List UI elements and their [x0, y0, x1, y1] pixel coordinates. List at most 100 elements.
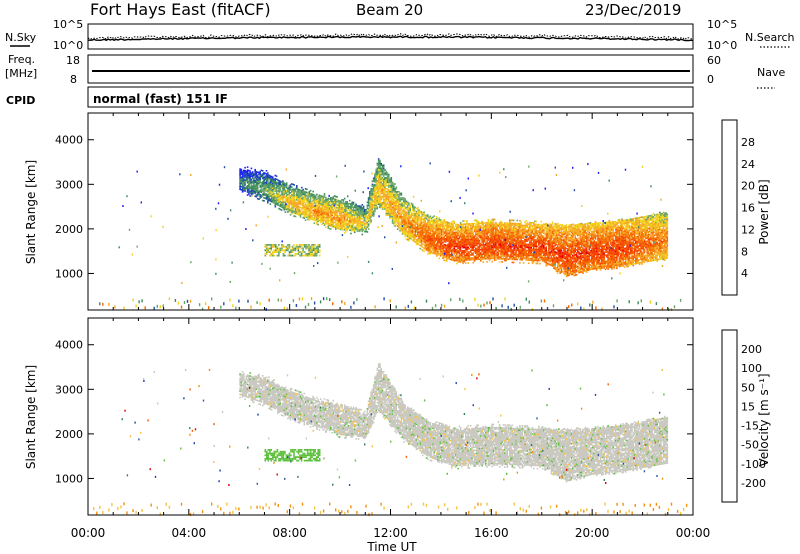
echo-cell [371, 202, 374, 204]
echo-cell [260, 186, 263, 189]
echo-cell [377, 158, 380, 160]
echo-cell [283, 184, 285, 186]
echo-cell [379, 162, 381, 165]
echo-cell [275, 175, 278, 177]
echo-cell [359, 219, 361, 221]
echo-cell [275, 178, 278, 181]
echo-cell [385, 187, 388, 190]
echo-cell [290, 195, 293, 198]
echo-cell [241, 183, 244, 185]
echo-cell [288, 200, 290, 203]
echo-cell [376, 192, 379, 194]
echo-cell [380, 184, 382, 187]
echo-cell [382, 184, 385, 187]
echo-cell [343, 227, 346, 229]
echo-cell [302, 205, 304, 208]
echo-cell [244, 188, 246, 191]
noise-tick-left-bottom: 10^0 [53, 39, 83, 52]
echo-cell [535, 242, 537, 244]
echo-cell [273, 186, 275, 189]
echo-cell [304, 208, 307, 210]
echo-cell [379, 205, 381, 207]
echo-cell [519, 232, 521, 234]
echo-cell [316, 201, 318, 204]
echo-cell [535, 247, 537, 249]
echo-cell [457, 239, 459, 241]
echo-cell [502, 231, 505, 234]
echo-cell [345, 207, 347, 209]
echo-cell [353, 226, 356, 229]
echo-cell [273, 194, 275, 196]
echo-cell [332, 222, 335, 225]
echo-cell [376, 197, 379, 199]
echo-cell [380, 186, 382, 188]
echo-cell [348, 202, 351, 205]
echo-cell [531, 231, 534, 233]
echo-cell [251, 180, 254, 183]
echo-cell [317, 220, 319, 223]
echo-cell [293, 193, 295, 195]
echo-cell [313, 195, 316, 198]
echo-cell [303, 207, 306, 210]
echo-cell [376, 201, 379, 204]
echo-cell [267, 189, 269, 191]
echo-cell [285, 196, 288, 198]
echo-cell [364, 210, 366, 213]
echo-cell [297, 211, 299, 214]
echo-cell [477, 238, 480, 240]
echo-cell [377, 200, 380, 202]
echo-cell [353, 222, 356, 224]
echo-cell [381, 180, 384, 182]
echo-cell [490, 243, 492, 246]
echo-cell [263, 197, 265, 199]
echo-cell [361, 224, 364, 226]
echo-cell [264, 192, 267, 195]
echo-cell [536, 262, 539, 265]
echo-cell [493, 257, 496, 260]
echo-cell [285, 204, 288, 206]
echo-cell [293, 212, 295, 214]
echo-cell [304, 197, 307, 200]
echo-cell [463, 253, 466, 255]
echo-cell [279, 194, 282, 197]
echo-cell [362, 222, 365, 225]
echo-cell [285, 190, 288, 192]
echo-cell [284, 184, 287, 187]
echo-cell [321, 200, 323, 202]
echo-cell [456, 253, 458, 256]
echo-cell [328, 201, 331, 203]
echo-cell [299, 192, 302, 195]
echo-cell [346, 202, 348, 205]
echo-cell [322, 216, 324, 218]
echo-cell [352, 218, 355, 221]
echo-cell [371, 211, 374, 214]
echo-cell [251, 182, 254, 184]
echo-cell [274, 188, 277, 191]
echo-cell [265, 193, 268, 195]
echo-cell [317, 206, 319, 209]
echo-cell [543, 235, 545, 238]
echo-cell [360, 208, 362, 211]
power-echoes [99, 158, 682, 311]
echo-cell [255, 188, 258, 190]
echo-cell [328, 216, 331, 219]
echo-cell [319, 216, 322, 219]
echo-cell [394, 183, 396, 185]
echo-cell [253, 184, 255, 186]
echo-cell [433, 235, 435, 238]
echo-cell [263, 189, 265, 191]
echo-cell [495, 259, 497, 261]
echo-cell [272, 181, 274, 183]
echo-cell [377, 175, 380, 177]
echo-cell [472, 232, 474, 234]
echo-cell [352, 225, 355, 227]
echo-cell [381, 183, 384, 185]
echo-cell [340, 213, 342, 215]
echo-cell [370, 192, 372, 195]
echo-cell [250, 192, 253, 195]
echo-cell [261, 199, 264, 202]
echo-cell [454, 241, 457, 243]
echo-cell [361, 230, 364, 233]
echo-cell [326, 220, 328, 223]
echo-cell [333, 217, 336, 219]
